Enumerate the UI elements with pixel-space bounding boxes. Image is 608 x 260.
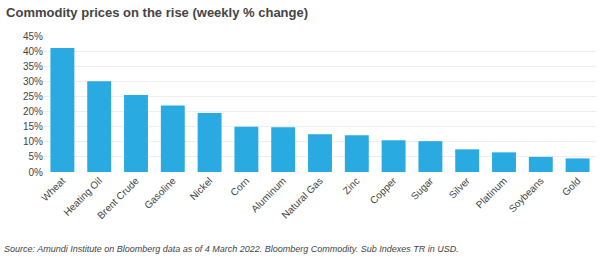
svg-text:40%: 40% [23, 46, 43, 57]
svg-text:Zinc: Zinc [341, 175, 362, 196]
svg-text:35%: 35% [23, 61, 43, 72]
svg-text:Gold: Gold [560, 175, 583, 198]
svg-text:20%: 20% [23, 106, 43, 117]
svg-text:Aluminum: Aluminum [249, 175, 288, 214]
svg-text:Copper: Copper [368, 175, 399, 206]
svg-text:Source: Amundi Institute on Bl: Source: Amundi Institute on Bloomberg da… [4, 244, 459, 254]
svg-text:0%: 0% [29, 167, 44, 178]
svg-text:Nickel: Nickel [188, 175, 215, 202]
svg-text:Gasoline: Gasoline [142, 175, 178, 211]
svg-text:15%: 15% [23, 121, 43, 132]
svg-text:Brent Crude: Brent Crude [95, 175, 141, 221]
svg-text:Platinum: Platinum [474, 175, 509, 210]
svg-text:Commodity prices on the rise (: Commodity prices on the rise (weekly % c… [6, 5, 308, 20]
svg-text:Natural Gas: Natural Gas [279, 175, 325, 221]
svg-text:Soybeans: Soybeans [507, 175, 546, 214]
svg-text:Sugar: Sugar [409, 175, 436, 202]
svg-text:30%: 30% [23, 76, 43, 87]
svg-text:45%: 45% [23, 31, 43, 42]
svg-text:Silver: Silver [447, 175, 473, 201]
svg-text:Corn: Corn [228, 175, 251, 198]
svg-text:10%: 10% [23, 136, 43, 147]
svg-text:Wheat: Wheat [39, 175, 67, 203]
svg-text:25%: 25% [23, 91, 43, 102]
svg-text:Heating Oil: Heating Oil [61, 175, 104, 218]
svg-text:5%: 5% [29, 151, 44, 162]
